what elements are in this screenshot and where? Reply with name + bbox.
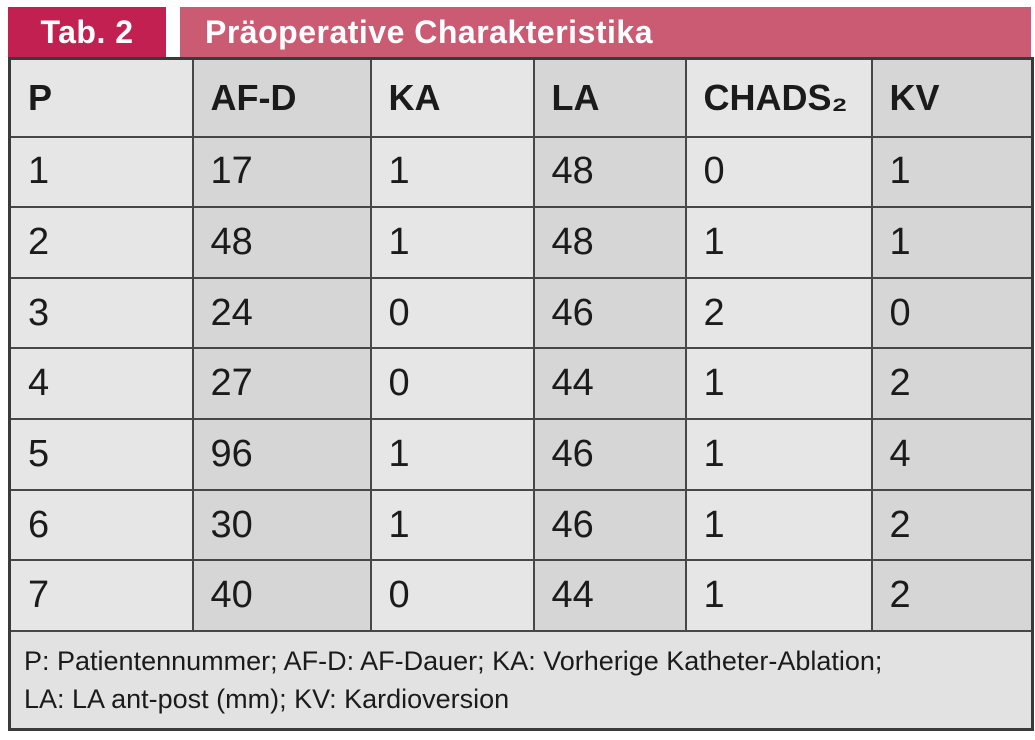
cell-af-duration: 40 [191,559,372,632]
cell-catheter-ablation: 1 [369,488,535,562]
cell-la: 46 [532,488,687,562]
table-row: 2 48 1 48 1 1 [8,206,1034,279]
table-row: 6 30 1 46 1 2 [8,488,1034,562]
column-header-patient: P [8,57,194,138]
cell-la: 44 [532,347,687,421]
cell-patient: 2 [8,206,194,279]
cell-patient: 4 [8,347,194,421]
cell-chads2: 1 [684,488,873,562]
cell-chads2: 0 [684,135,873,209]
cell-af-duration: 48 [191,206,372,279]
cell-la: 46 [532,276,687,350]
column-header-la: LA [532,57,687,138]
table-row: 7 40 0 44 1 2 [8,559,1034,632]
cell-cardioversion: 0 [870,276,1034,350]
cell-chads2: 1 [684,559,873,632]
cell-cardioversion: 1 [870,135,1034,209]
cell-cardioversion: 4 [870,418,1034,491]
table-number-badge: Tab. 2 [8,7,166,57]
cell-catheter-ablation: 0 [369,276,535,350]
cell-af-duration: 96 [191,418,372,491]
cell-cardioversion: 2 [870,559,1034,632]
cell-cardioversion: 2 [870,488,1034,562]
cell-patient: 5 [8,418,194,491]
cell-la: 48 [532,135,687,209]
cell-chads2: 2 [684,276,873,350]
cell-af-duration: 17 [191,135,372,209]
footnote-line-1: P: Patientennummer; AF-D: AF-Dauer; KA: … [24,646,883,676]
cell-af-duration: 27 [191,347,372,421]
cell-catheter-ablation: 1 [369,206,535,279]
cell-patient: 7 [8,559,194,632]
footnote-row: P: Patientennummer; AF-D: AF-Dauer; KA: … [8,630,1034,731]
column-header-af-duration: AF-D [191,57,372,138]
column-header-catheter-ablation: KA [369,57,535,138]
column-header-chads2: CHADS₂ [684,57,873,138]
cell-la: 46 [532,418,687,491]
table-row: 1 17 1 48 0 1 [8,135,1034,209]
table-title-bar: Präoperative Charakteristika [180,7,1031,57]
cell-catheter-ablation: 1 [369,135,535,209]
table-title: Präoperative Charakteristika [205,13,653,50]
characteristics-table: P AF-D KA LA CHADS₂ KV 1 17 1 48 0 1 2 4… [8,57,1034,731]
cell-catheter-ablation: 1 [369,418,535,491]
cell-patient: 3 [8,276,194,350]
cell-chads2: 1 [684,347,873,421]
table-row: 5 96 1 46 1 4 [8,418,1034,491]
cell-chads2: 1 [684,418,873,491]
cell-af-duration: 24 [191,276,372,350]
cell-catheter-ablation: 0 [369,559,535,632]
cell-catheter-ablation: 0 [369,347,535,421]
column-header-cardioversion: KV [870,57,1034,138]
footnote-line-2: LA: LA ant-post (mm); KV: Kardioversion [24,684,510,714]
cell-af-duration: 30 [191,488,372,562]
cell-patient: 6 [8,488,194,562]
cell-la: 48 [532,206,687,279]
cell-la: 44 [532,559,687,632]
footnote: P: Patientennummer; AF-D: AF-Dauer; KA: … [8,630,1034,731]
table-row: 4 27 0 44 1 2 [8,347,1034,421]
cell-chads2: 1 [684,206,873,279]
cell-patient: 1 [8,135,194,209]
cell-cardioversion: 1 [870,206,1034,279]
header-row: P AF-D KA LA CHADS₂ KV [8,57,1034,138]
cell-cardioversion: 2 [870,347,1034,421]
table-row: 3 24 0 46 2 0 [8,276,1034,350]
